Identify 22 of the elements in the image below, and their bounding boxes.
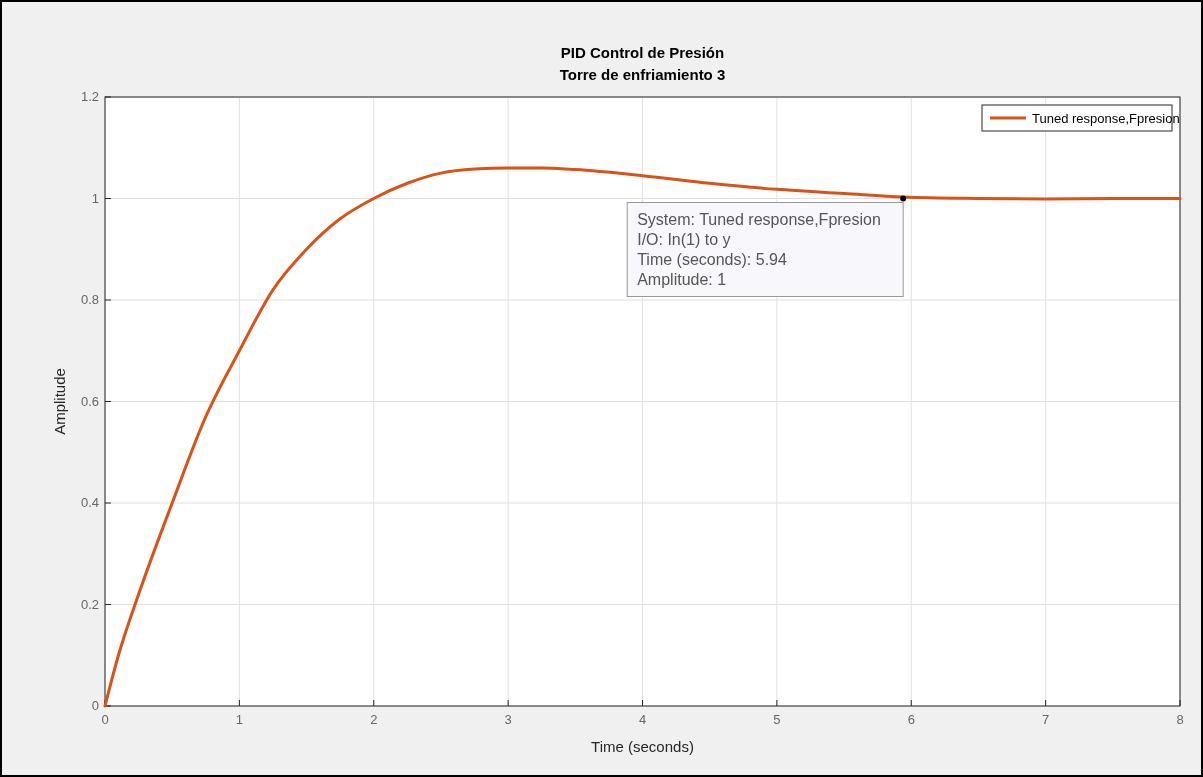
chart-subtitle: Torre de enfriamiento 3 bbox=[559, 66, 726, 83]
x-tick-label: 7 bbox=[1042, 712, 1050, 727]
y-tick-label: 0.2 bbox=[80, 596, 99, 612]
x-tick-label: 3 bbox=[504, 712, 512, 727]
x-tick-label: 5 bbox=[773, 712, 781, 727]
x-axis-title: Time (seconds) bbox=[591, 738, 694, 755]
legend-label: Tuned response,Fpresion bbox=[1032, 111, 1180, 126]
x-tick-label: 4 bbox=[638, 712, 647, 727]
y-tick-label: 0.8 bbox=[80, 292, 99, 307]
x-tick-label: 2 bbox=[370, 712, 378, 727]
y-axis-title: Amplitude bbox=[51, 368, 68, 435]
x-tick-label: 6 bbox=[907, 712, 915, 727]
x-tick-label: 1 bbox=[235, 712, 243, 727]
x-tick-label: 0 bbox=[101, 712, 109, 727]
y-tick-label: 0 bbox=[91, 698, 99, 713]
y-tick-label: 1 bbox=[91, 190, 99, 206]
chart-title: PID Control de Presión bbox=[560, 44, 725, 61]
x-tick-label: 8 bbox=[1176, 712, 1184, 727]
annotation: System: Tuned response,Fpresion I/O: In(1) to y Time (seconds): 5.94 Amplitude: 1 bbox=[637, 210, 881, 288]
y-tick-label: 1.2 bbox=[80, 89, 99, 104]
y-tick-label: 0.6 bbox=[80, 393, 99, 409]
y-tick-label: 0.4 bbox=[80, 495, 99, 510]
